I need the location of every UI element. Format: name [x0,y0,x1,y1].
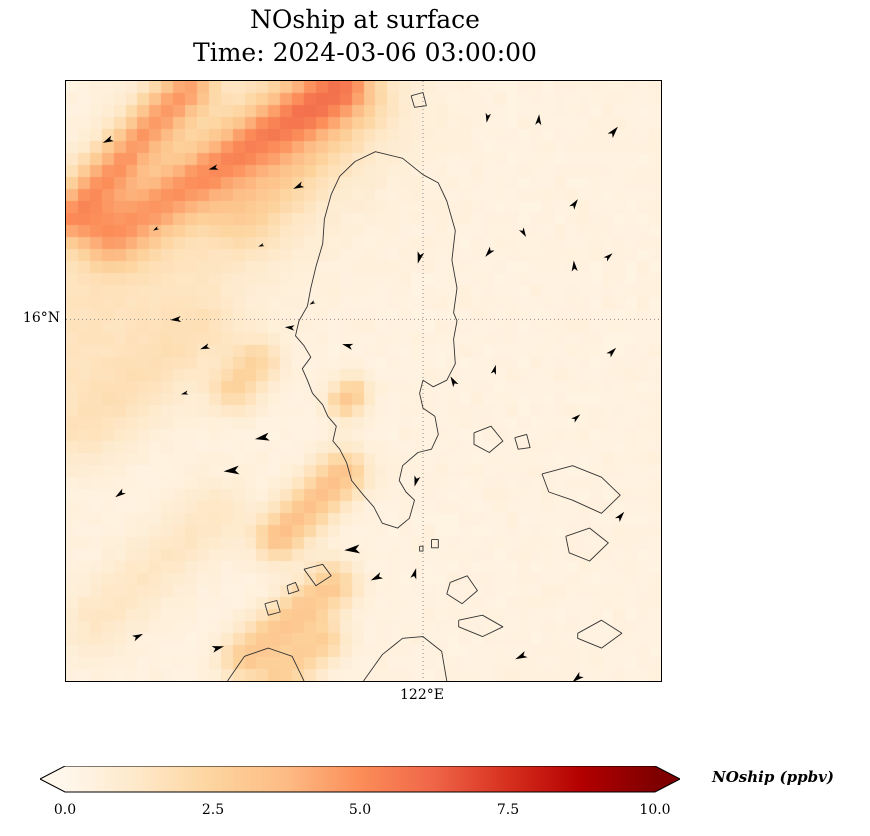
colorbar-tick-label: 0.0 [53,802,77,818]
chart-subtitle: Time: 2024-03-06 03:00:00 [193,37,537,67]
map-overlay [66,81,661,681]
chart-title: NOship at surface [250,5,480,34]
colorbar-tick-label: 10.0 [639,802,671,818]
colorbar-title: NOship (ppbv) [712,768,834,786]
heatmap-canvas [66,81,661,681]
map-plot [65,80,662,682]
x-axis-tick-label: 122°E [400,687,444,703]
y-axis-tick-label: 16°N [22,310,60,326]
colorbar-tick-label: 2.5 [201,802,225,818]
colorbar-tick-label: 5.0 [348,802,372,818]
colorbar-tick-label: 7.5 [496,802,520,818]
colorbar [40,766,680,793]
chart-title-block: NOship at surface Time: 2024-03-06 03:00… [35,4,695,69]
